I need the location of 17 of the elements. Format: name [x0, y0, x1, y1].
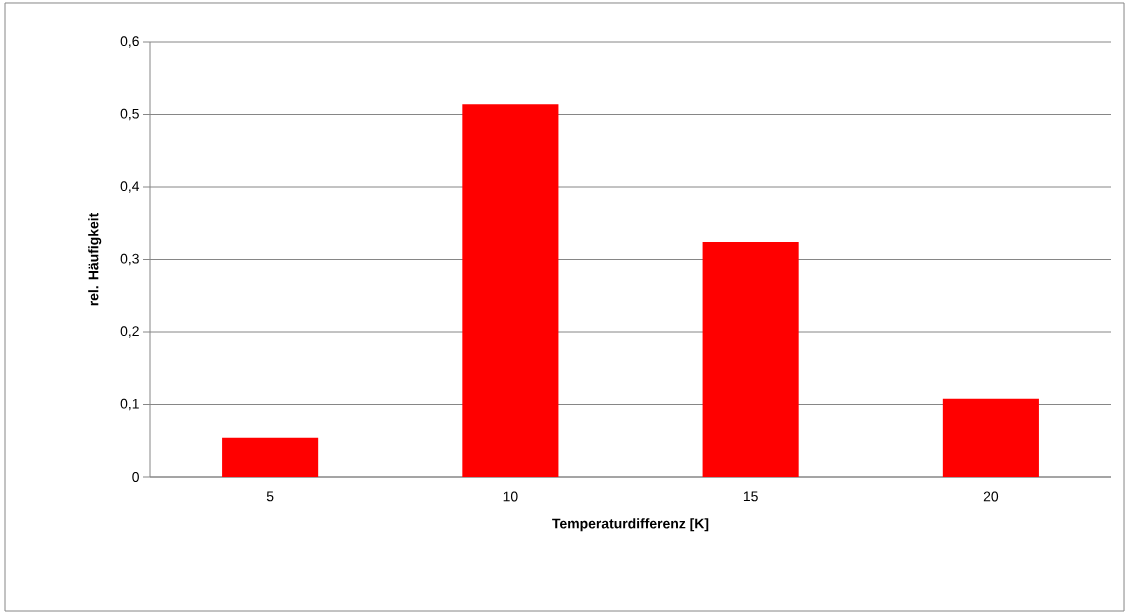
y-tick-label: 0,2	[120, 326, 139, 338]
bar	[702, 242, 799, 477]
bar	[222, 437, 319, 477]
y-tick-label: 0,6	[120, 36, 139, 48]
y-tick-label: 0,1	[120, 398, 139, 411]
x-axis-title: Temperaturdifferenz [K]	[552, 518, 709, 532]
bar	[942, 398, 1039, 477]
x-tick-label: 10	[503, 491, 518, 502]
x-tick-label: 20	[983, 491, 999, 502]
y-tick-label: 0,4	[120, 181, 140, 193]
bar	[462, 104, 559, 477]
x-tick-label: 5	[266, 491, 274, 502]
y-tick-label: 0	[132, 472, 139, 482]
y-tick-label: 0,5	[120, 108, 139, 121]
x-tick-label: 15	[743, 491, 758, 502]
y-axis-title: rel. Häufigkeit	[88, 212, 102, 306]
y-tick-label: 0,3	[120, 253, 139, 266]
